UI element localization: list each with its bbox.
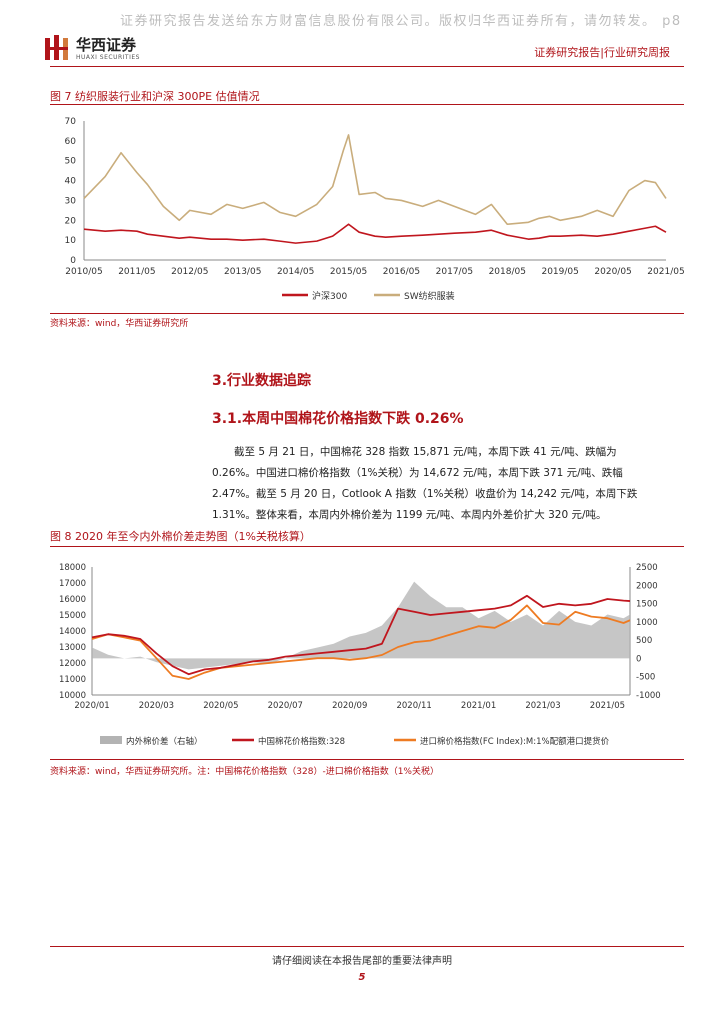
figure8-legend-label: 中国棉花价格指数:328 — [258, 736, 345, 747]
figure8-chart: 1000011000120001300014000150001600017000… — [59, 563, 661, 747]
figure8-right-tick-label: -500 — [636, 673, 655, 683]
figure7-x-tick-label: 2015/05 — [330, 267, 367, 277]
figure8-right-tick-label: -1000 — [636, 691, 661, 701]
figure8-right-tick-label: 1000 — [636, 618, 658, 628]
section-3-heading: 3.行业数据追踪 — [212, 373, 312, 389]
figure8-left-tick-label: 10000 — [59, 691, 86, 701]
paragraph-line-3: 2.47%。截至 5 月 20 日，Cotlook A 指数（1%关税）收盘价为… — [212, 488, 638, 500]
company-logo: 华西证券 HUAXI SECURITIES — [44, 32, 174, 66]
figure8-x-tick-label: 2020/07 — [268, 701, 303, 711]
figure7-series-line — [83, 223, 667, 244]
figure8-x-tick-label: 2020/05 — [203, 701, 238, 711]
figure8-left-tick-label: 13000 — [59, 643, 86, 653]
figure8-x-tick-label: 2020/09 — [332, 701, 367, 711]
figure8-left-tick-label: 17000 — [59, 579, 86, 589]
figure7-y-tick-label: 10 — [65, 236, 77, 246]
figure7-title: 图 7 纺织服装行业和沪深 300PE 估值情况 — [50, 90, 260, 103]
figure8-left-tick-label: 12000 — [59, 659, 86, 669]
figure8-right-tick-label: 1500 — [636, 600, 658, 610]
figure7-x-tick-label: 2019/05 — [541, 267, 578, 277]
figure7-x-tick-label: 2020/05 — [594, 267, 631, 277]
figure8-series-line — [91, 594, 631, 676]
figure8-legend-swatch — [100, 736, 122, 744]
figure7-x-tick-label: 2017/05 — [436, 267, 473, 277]
paragraph-line-1: 截至 5 月 21 日，中国棉花 328 指数 15,871 元/吨，本周下跌 … — [234, 446, 617, 458]
section-3-1-heading: 3.1.本周中国棉花价格指数下跌 0.26% — [212, 411, 464, 427]
figure7-chart: 0 10 20 30 40 50 60 70 2010/05 2011/05 2012/05 2013… — [65, 117, 685, 302]
figure8-right-tick-label: 0 — [636, 654, 641, 664]
figure8-x-tick-label: 2021/01 — [461, 701, 496, 711]
report-type-label: 证券研究报告|行业研究周报 — [534, 46, 670, 59]
figure8-right-tick-label: 2500 — [636, 563, 658, 573]
figure8-x-tick-label: 2021/03 — [525, 701, 560, 711]
figure8-x-tick-label: 2020/11 — [396, 701, 431, 711]
logo-english-name: HUAXI SECURITIES — [76, 54, 140, 61]
figure7-y-tick-label: 0 — [70, 256, 76, 266]
figure8-x-tick-label: 2020/03 — [139, 701, 174, 711]
figure8-left-tick-label: 14000 — [59, 627, 86, 637]
figure8-source: 资料来源：wind，华西证券研究所。注：中国棉花价格指数（328）-进口棉价格指… — [50, 767, 439, 777]
header-divider — [50, 66, 684, 67]
figure8-series-line — [91, 604, 631, 680]
figure7-y-tick-label: 60 — [65, 137, 77, 147]
figure7-legend-label: 沪深300 — [312, 290, 347, 302]
figure7-x-tick-label: 2012/05 — [171, 267, 208, 277]
figure8-left-tick-label: 11000 — [59, 675, 86, 685]
page-number: 5 — [358, 972, 366, 983]
footer-divider — [50, 946, 684, 947]
figure7-y-tick-label: 40 — [65, 177, 77, 187]
figure7-x-tick-label: 2021/05 — [647, 267, 684, 277]
legal-notice: 请仔细阅读在本报告尾部的重要法律声明 — [272, 956, 452, 967]
figure7-x-tick-label: 2016/05 — [383, 267, 420, 277]
figure7-chart-frame: 0 10 20 30 40 50 60 70 2010/05 2011/05 2012/05 2013… — [50, 104, 685, 314]
figure8-x-tick-label: 2021/05 — [590, 701, 625, 711]
paragraph-line-2: 0.26%。中国进口棉价格指数（1%关税）为 14,672 元/吨，本周下跌 3… — [212, 467, 623, 479]
paragraph-line-4: 1.31%。整体来看，本周内外棉价差为 1199 元/吨、本周内外差价扩大 32… — [212, 509, 607, 521]
logo-chinese-name: 华西证券 — [76, 36, 137, 54]
figure7-y-tick-label: 50 — [65, 157, 77, 167]
figure8-right-tick-label: 500 — [636, 636, 652, 646]
figure7-source: 资料来源：wind，华西证券研究所 — [50, 319, 189, 329]
figure7-legend-label: SW纺织服装 — [404, 290, 455, 302]
figure7-x-tick-label: 2010/05 — [65, 267, 102, 277]
figure8-x-tick-label: 2020/01 — [74, 701, 109, 711]
figure7-y-tick-label: 70 — [65, 117, 77, 127]
figure8-spread-area — [92, 581, 630, 670]
figure8-left-tick-label: 18000 — [59, 563, 86, 573]
figure8-legend-label: 进口棉价格指数(FC Index):M:1%配额港口提货价 — [420, 736, 610, 747]
figure7-series-line — [83, 134, 667, 226]
figure7-x-tick-label: 2013/05 — [224, 267, 261, 277]
figure7-x-tick-label: 2011/05 — [118, 267, 155, 277]
figure8-legend-label: 内外棉价差（右轴） — [126, 736, 203, 747]
figure8-left-tick-label: 16000 — [59, 595, 86, 605]
logo-mark-icon — [45, 35, 68, 60]
figure8-right-tick-label: 2000 — [636, 581, 658, 591]
figure7-x-tick-label: 2014/05 — [277, 267, 314, 277]
figure7-y-tick-label: 20 — [65, 216, 77, 226]
figure7-x-tick-label: 2018/05 — [489, 267, 526, 277]
watermark-text: 证券研究报告发送给东方财富信息股份有限公司。版权归华西证券所有，请勿转发。 p8 — [120, 14, 682, 29]
figure8-chart-frame: 10000 11000 12000 13000 14000 15000 16000 17000… — [50, 546, 684, 760]
figure7-y-tick-label: 30 — [65, 196, 77, 206]
figure8-left-tick-label: 15000 — [59, 611, 86, 621]
figure8-title: 图 8 2020 年至今内外棉价差走势图（1%关税核算） — [50, 530, 311, 543]
cotton-price-paragraph: 截至 5 月 21 日，中国棉花 328 指数 15,871 元/吨，本周下跌 … — [212, 442, 684, 526]
